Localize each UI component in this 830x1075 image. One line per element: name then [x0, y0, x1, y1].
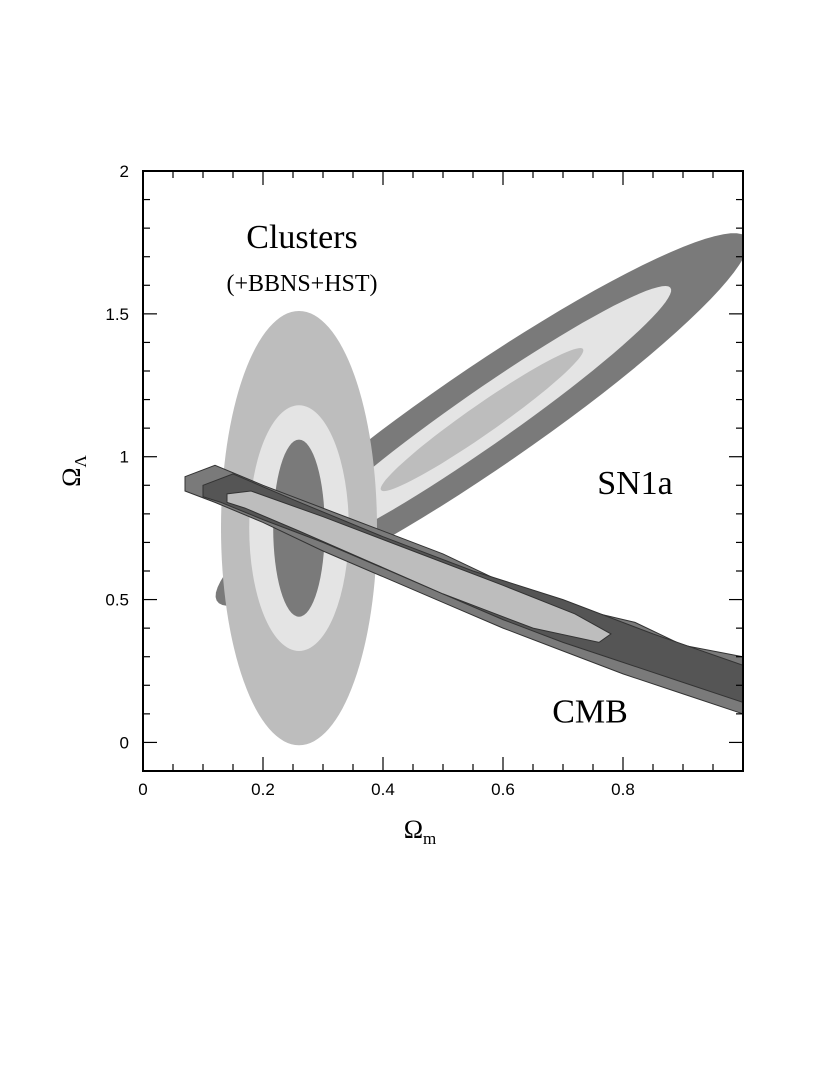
- annotation-cmb: CMB: [552, 693, 628, 730]
- annotation-sn1a: SN1a: [597, 465, 673, 502]
- x-tick-label: 0.6: [491, 780, 515, 799]
- region-labels: Clusters (+BBNS+HST) SN1a CMB: [226, 219, 672, 730]
- region-sn1a-level-3: [380, 348, 584, 492]
- y-tick-label: 0.5: [105, 591, 129, 610]
- y-tick-label: 0: [120, 733, 129, 752]
- y-tick-label: 1.5: [105, 305, 129, 324]
- annotation-bbns-hst: (+BBNS+HST): [226, 271, 377, 297]
- region-cmb-level-3: [226, 490, 612, 643]
- x-tick-label: 0.2: [251, 780, 275, 799]
- x-tick-label: 0.8: [611, 780, 635, 799]
- x-tick-label: 0: [138, 780, 147, 799]
- axis-ticks: [142, 170, 744, 772]
- y-axis-label: ΩΛ: [57, 455, 90, 487]
- y-tick-label: 2: [120, 162, 129, 181]
- x-axis-label: Ωm: [404, 815, 437, 848]
- region-cmb: [184, 464, 743, 715]
- y-tick-label: 1: [120, 448, 129, 467]
- x-tick-label: 0.4: [371, 780, 395, 799]
- y-axis-label-group: ΩΛ: [57, 455, 90, 487]
- tick-labels: 0 0.2 0.4 0.6 0.8 0 0.5 1 1.5 2: [105, 162, 634, 799]
- annotation-clusters: Clusters: [246, 219, 357, 256]
- confidence-regions: [184, 233, 743, 746]
